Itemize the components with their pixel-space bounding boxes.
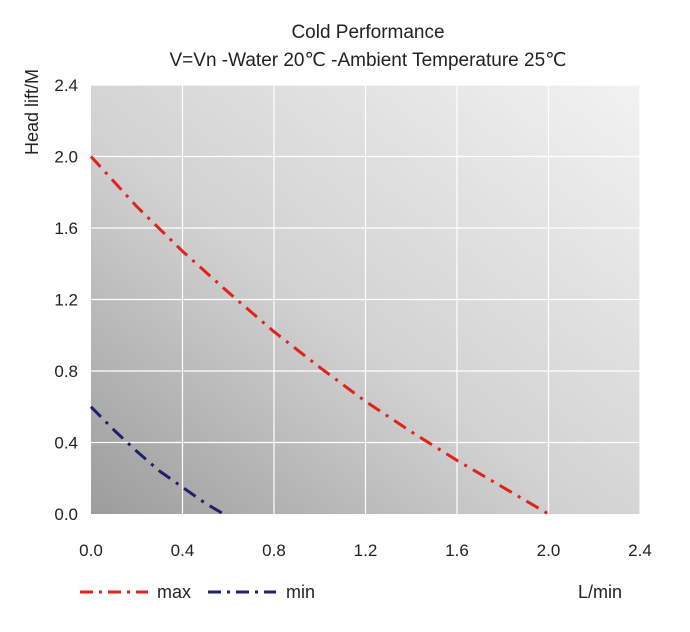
- x-tick-label: 1.6: [445, 541, 469, 560]
- chart-subtitle: V=Vn -Water 20℃ -Ambient Temperature 25℃: [170, 50, 567, 71]
- x-tick-label: 0.0: [79, 541, 103, 560]
- x-tick-label: 0.4: [171, 541, 195, 560]
- y-axis-title: Head lift/M: [22, 69, 42, 155]
- y-tick-label: 1.6: [54, 219, 78, 238]
- y-tick-label: 2.0: [54, 148, 78, 167]
- y-tick-label: 1.2: [54, 291, 78, 310]
- chart-title: Cold Performance: [291, 22, 444, 43]
- grid-lines: [91, 84, 641, 514]
- legend-label-min: min: [286, 582, 315, 602]
- y-tick-label: 0.4: [54, 434, 78, 453]
- y-tick-label: 0.8: [54, 362, 78, 381]
- series-line-max: [89, 155, 550, 516]
- x-tick-label: 1.2: [354, 541, 378, 560]
- y-tick-label: 0.0: [54, 505, 78, 524]
- y-tick-label: 2.4: [54, 76, 78, 95]
- series-line-min: [89, 405, 225, 516]
- x-tick-label: 2.4: [628, 541, 652, 560]
- tick-labels: 0.0 0.4 0.8 1.2 1.6 2.0 2.4 0.0 0.4 0.8 1.2 1.6 2.0 2…: [54, 76, 651, 560]
- data-series: [89, 155, 550, 516]
- x-axis-title: L/min: [578, 582, 622, 602]
- x-tick-label: 2.0: [537, 541, 561, 560]
- x-tick-label: 0.8: [262, 541, 286, 560]
- legend-label-max: max: [157, 582, 191, 602]
- legend: max min: [80, 582, 315, 602]
